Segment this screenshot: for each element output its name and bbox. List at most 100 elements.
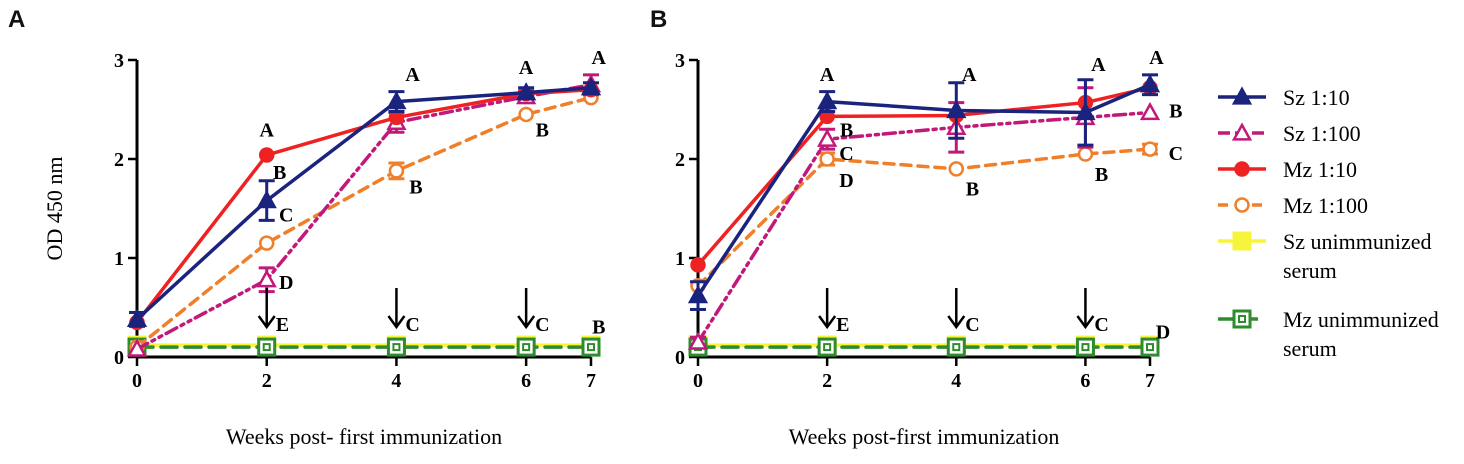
legend-item-szun: Sz unimmunized serum: [1218, 229, 1431, 283]
panel-label-b: B: [650, 6, 667, 33]
annotation-a-9: B: [592, 316, 605, 338]
point-inner-mzun-a-2: [392, 343, 401, 352]
chart-panel-a: 0 1 2 3 0 2 4 6 7 Weeks post- first immunization O…: [42, 47, 607, 449]
annotation-a-4: A: [405, 64, 420, 86]
point-sz10-b-0: [687, 285, 709, 304]
series-line-mz100-b: [696, 147, 1152, 288]
point-mzun-a-4: [581, 337, 601, 357]
point-mz100-b-3: [1077, 146, 1094, 162]
arrow-b-1: C: [947, 288, 980, 336]
x-tick-label-b-2: 4: [951, 370, 961, 392]
point-inner-mzun-a-3: [522, 343, 531, 352]
point-inner-mzun-a-4: [587, 343, 595, 352]
x-tick-label-a-3: 6: [521, 370, 531, 392]
annotation-a-1: B: [273, 162, 286, 184]
x-tick-label-b-3: 6: [1080, 370, 1090, 392]
point-sz10-a-2: [386, 91, 407, 110]
legend-item-mzun: Mz unimmunized serum: [1218, 307, 1439, 361]
legend-label-szun: Sz unimmunized: [1283, 229, 1431, 254]
arrow-head-a-1: [387, 315, 406, 330]
panel-label-a: A: [8, 6, 25, 33]
y-tick-label-b-1: 1: [675, 248, 685, 270]
arrow-a-2: C: [517, 288, 550, 336]
point-inner-mzun-b-1: [823, 343, 832, 352]
annotation-b-11: D: [1156, 321, 1170, 343]
point-sz10-a-3: [516, 82, 537, 101]
point-mz100-b-1: [819, 151, 835, 167]
legend-marker-inner-mzun: [1238, 315, 1246, 323]
arrow-b-0: E: [818, 288, 849, 336]
annotation-b-9: B: [1169, 100, 1182, 122]
arrow-label-a-1: C: [405, 314, 419, 336]
arrow-head-b-2: [1076, 315, 1095, 330]
series-mzun-a: [127, 337, 601, 357]
arrow-head-b-1: [947, 315, 966, 330]
annotation-a-3: D: [279, 272, 293, 294]
point-sz10-b-4: [1139, 74, 1161, 93]
point-sz100-a-0: [126, 338, 148, 357]
point-mz10-b-0: [690, 257, 706, 273]
legend-marker-mz100: [1234, 197, 1250, 213]
annotation-a-0: A: [259, 119, 274, 141]
legend-item-sz10: Sz 1:10: [1218, 85, 1350, 110]
annotation-a-8: A: [592, 47, 607, 69]
arrow-label-b-1: C: [965, 314, 979, 336]
annotation-a-7: B: [536, 119, 549, 141]
y-tick-label-a-0: 0: [114, 347, 124, 369]
arrow-label-b-0: E: [836, 314, 849, 336]
x-tick-label-b-0: 0: [693, 370, 703, 392]
annotation-a-2: C: [279, 204, 293, 226]
point-sz100-a-1: [256, 269, 277, 288]
legend-item-mz10: Mz 1:10: [1218, 157, 1357, 182]
point-sz10-b-3: [1075, 101, 1096, 121]
point-mz100-b-2: [948, 161, 965, 177]
annotation-a-6: A: [519, 57, 534, 79]
point-sz10-b-1: [817, 91, 838, 110]
point-inner-mzun-a-1: [262, 343, 271, 352]
point-sz10-a-0: [126, 308, 148, 328]
point-mz100-a-2: [388, 163, 405, 179]
annotation-b-2: C: [839, 143, 853, 165]
arrow-b-2: C: [1076, 288, 1109, 336]
point-mzun-b-1: [817, 337, 837, 357]
series-line-mz100-a: [135, 95, 593, 349]
point-mz10-a-1: [258, 147, 275, 163]
arrow-a-0: E: [257, 288, 289, 336]
annotation-b-5: B: [966, 179, 979, 201]
legend-marker-sz10: [1231, 86, 1253, 105]
x-axis-title-a: Weeks post- first immunization: [226, 424, 502, 449]
arrow-head-a-0: [257, 315, 276, 330]
arrow-label-a-2: C: [535, 314, 549, 336]
point-sz100-b-4: [1139, 101, 1161, 121]
legend-label-mzun: Mz unimmunized: [1283, 307, 1439, 332]
point-mz100-b-4: [1142, 141, 1158, 157]
point-mzun-a-1: [257, 337, 277, 357]
point-mzun-a-3: [516, 337, 536, 357]
annotation-b-4: A: [962, 64, 977, 86]
point-sz100-b-1: [817, 128, 838, 147]
point-mzun-b-2: [946, 337, 966, 357]
x-tick-label-a-4: 7: [586, 370, 596, 392]
legend-marker-mz10: [1234, 161, 1250, 177]
legend-item-sz100: Sz 1:100: [1218, 121, 1361, 146]
series-line-sz10-a: [135, 85, 593, 322]
point-sz100-b-0: [687, 331, 709, 350]
annotation-b-6: A: [1091, 54, 1106, 76]
point-sz10-a-1: [256, 190, 277, 209]
y-tick-label-a-2: 2: [114, 149, 124, 171]
x-tick-label-a-1: 2: [262, 370, 272, 392]
legend-label-mz100: Mz 1:100: [1283, 193, 1368, 218]
annotation-b-0: A: [820, 64, 835, 86]
legend-label-szun-line2: serum: [1283, 258, 1337, 283]
y-tick-label-a-3: 3: [114, 50, 124, 72]
arrow-label-a-0: E: [276, 314, 289, 336]
legend-marker-sz100: [1231, 122, 1253, 141]
point-inner-mzun-b-3: [1081, 343, 1090, 352]
annotation-b-8: A: [1149, 47, 1164, 69]
arrow-label-b-2: C: [1094, 314, 1108, 336]
point-mz100-a-1: [258, 235, 275, 251]
y-tick-label-b-3: 3: [675, 50, 685, 72]
x-tick-label-b-1: 2: [822, 370, 832, 392]
arrow-a-1: C: [387, 288, 420, 336]
